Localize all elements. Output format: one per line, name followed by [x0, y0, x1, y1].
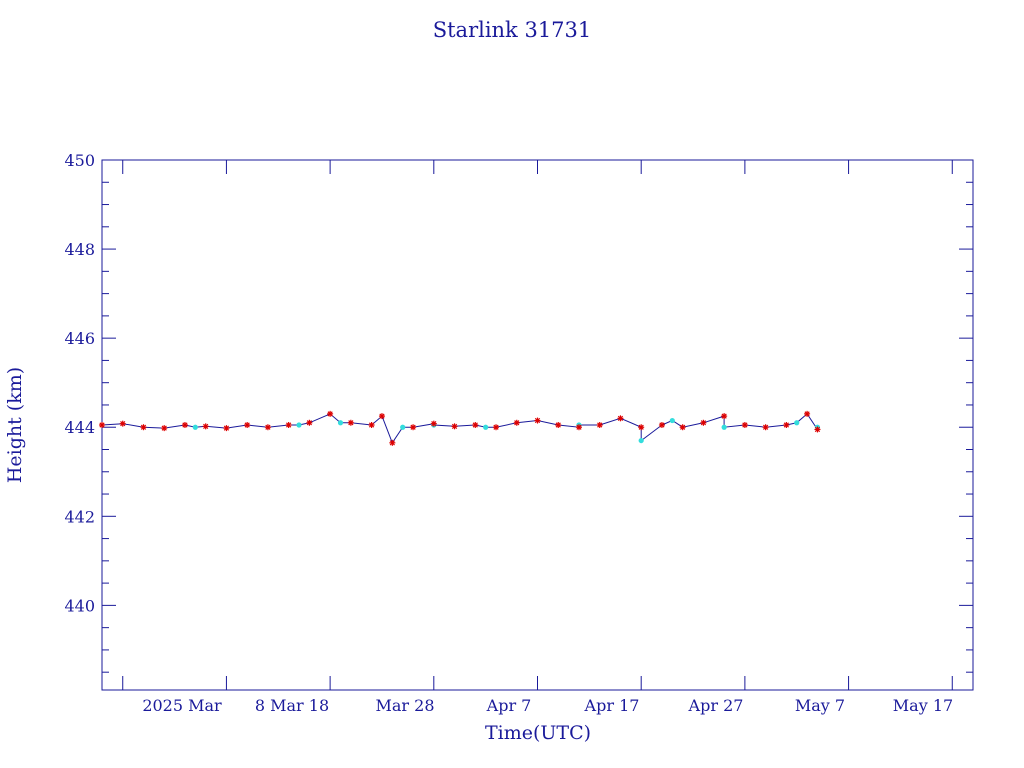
- data-point-red: [783, 422, 790, 428]
- x-tick-label: 2025 Mar: [142, 696, 222, 715]
- data-point-red: [99, 422, 105, 428]
- y-tick-label: 446: [64, 329, 95, 348]
- data-point-red: [327, 410, 334, 417]
- data-point-red: [347, 419, 354, 426]
- data-point-red: [119, 420, 126, 427]
- data-point-red: [555, 422, 562, 428]
- data-point-red: [181, 422, 188, 428]
- data-point-red: [472, 422, 479, 428]
- data-point-red: [493, 424, 500, 431]
- data-point-red: [700, 419, 707, 426]
- data-point-red: [804, 410, 811, 417]
- x-tick-label: Apr 27: [688, 696, 744, 715]
- y-tick-label: 444: [64, 418, 95, 437]
- x-tick-label: Apr 17: [584, 696, 640, 715]
- data-point-cyan: [638, 437, 644, 444]
- x-tick-label: May 7: [795, 696, 845, 715]
- data-point-red: [306, 419, 313, 426]
- data-point-cyan: [337, 420, 344, 426]
- data-point-cyan: [192, 424, 198, 430]
- data-point-red: [389, 439, 396, 446]
- y-axis-ticks: 440 442 444 446 448 450: [64, 151, 973, 673]
- data-point-cyan: [669, 417, 675, 424]
- data-point-red: [264, 424, 271, 431]
- data-point-red: [721, 413, 728, 420]
- data-point-red: [814, 426, 821, 433]
- series-line: [101, 413, 818, 444]
- data-point-red: [679, 424, 686, 431]
- y-tick-label: 448: [64, 240, 95, 259]
- x-tick-label: 8 Mar 18: [255, 696, 329, 715]
- data-point-red: [378, 413, 385, 420]
- y-tick-label: 440: [64, 596, 95, 615]
- data-point-cyan: [400, 424, 406, 430]
- data-point-red: [617, 415, 624, 422]
- data-point-red: [534, 417, 541, 424]
- data-point-red: [575, 424, 582, 431]
- series-layer: [99, 410, 821, 446]
- data-point-red: [202, 423, 209, 430]
- y-tick-label: 442: [64, 507, 95, 526]
- chart-title: Starlink 31731: [433, 18, 592, 42]
- x-tick-label: Apr 7: [486, 696, 532, 715]
- data-point-red: [244, 422, 251, 428]
- data-point-red: [223, 425, 230, 432]
- plot-frame: [101, 159, 974, 691]
- data-point-red: [368, 422, 375, 428]
- data-point-red: [762, 424, 769, 431]
- data-point-red: [741, 422, 748, 428]
- x-axis-ticks: 2025 Mar 8 Mar 18 Mar 28 Apr 7 Apr 17 Apr 27 M…: [122, 160, 953, 715]
- x-axis-label: Time(UTC): [485, 722, 591, 744]
- data-point-red: [140, 424, 147, 431]
- data-point-red: [285, 422, 292, 428]
- data-point-cyan: [483, 424, 489, 430]
- x-tick-label: Mar 28: [375, 696, 434, 715]
- data-point-cyan: [794, 420, 800, 426]
- y-tick-label: 450: [64, 151, 95, 170]
- data-point-red: [638, 424, 645, 431]
- data-point-red: [451, 423, 458, 430]
- data-point-cyan: [721, 424, 727, 430]
- x-tick-label: May 17: [893, 696, 953, 715]
- data-point-red: [596, 422, 603, 428]
- y-axis-label: Height (km): [4, 367, 26, 483]
- data-point-red: [658, 422, 665, 428]
- data-point-red: [513, 419, 520, 426]
- data-point-red: [410, 424, 417, 431]
- data-point-red: [161, 425, 168, 432]
- data-point-cyan: [296, 422, 302, 428]
- data-point-red: [430, 420, 437, 427]
